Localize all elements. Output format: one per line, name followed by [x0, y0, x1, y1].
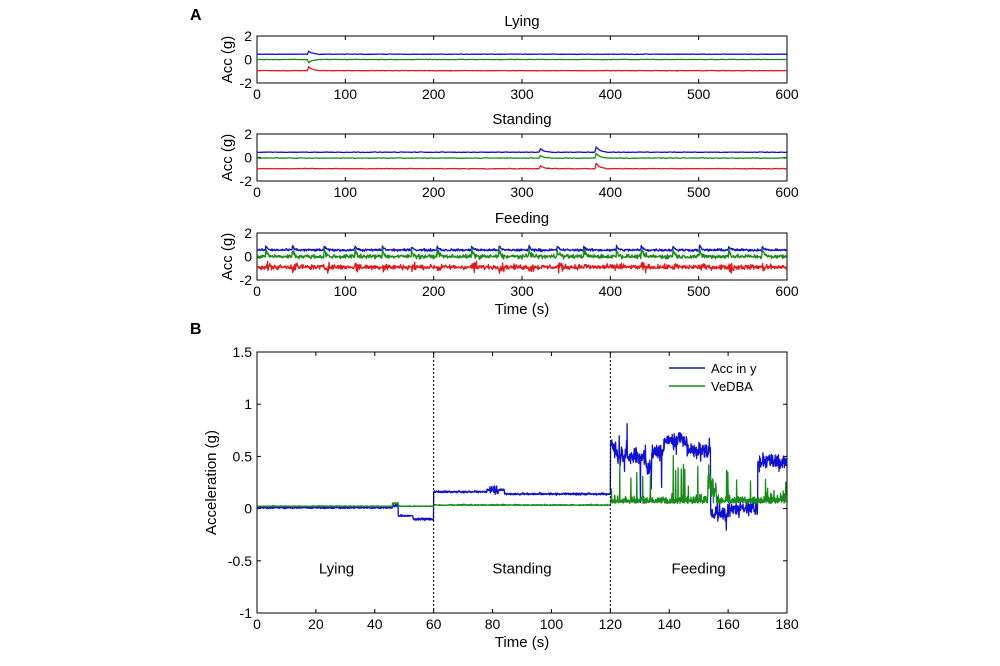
x-tick-label: 60	[426, 616, 442, 632]
chart-title: Lying	[504, 13, 539, 30]
x-tick-label: 200	[422, 86, 446, 102]
y-tick-label: 1.5	[233, 344, 253, 360]
legend-entry: Acc in y	[711, 361, 757, 376]
panel-label-a: A	[190, 7, 202, 24]
x-tick-label: 300	[510, 184, 534, 200]
x-tick-label: 0	[253, 283, 261, 299]
y-axis-label: Acceleration (g)	[203, 430, 220, 535]
x-tick-label: 500	[687, 86, 711, 102]
y-axis-label: Acc (g)	[219, 134, 236, 182]
panel-label-b: B	[190, 321, 202, 338]
series-group	[257, 423, 787, 531]
series-line-y	[257, 244, 787, 253]
y-tick-label: -2	[240, 272, 253, 288]
chart-title: Standing	[492, 111, 551, 128]
series-group	[257, 244, 787, 274]
series-line-z	[257, 152, 787, 160]
x-tick-label: 100	[540, 616, 564, 632]
x-tick-label: 180	[775, 616, 799, 632]
x-tick-label: 160	[716, 616, 740, 632]
x-axis-label: Time (s)	[495, 634, 549, 651]
x-tick-label: 400	[599, 86, 623, 102]
y-tick-label: 2	[244, 126, 252, 142]
y-tick-label: -2	[240, 173, 253, 189]
chart-title: Feeding	[495, 210, 549, 227]
y-tick-label: 0	[244, 501, 252, 517]
y-tick-label: 1	[244, 396, 252, 412]
x-tick-label: 500	[687, 283, 711, 299]
x-tick-label: 400	[599, 283, 623, 299]
x-tick-label: 120	[599, 616, 623, 632]
x-tick-label: 300	[510, 283, 534, 299]
y-tick-label: 0	[244, 249, 252, 265]
x-tick-label: 100	[334, 86, 358, 102]
y-tick-label: -0.5	[228, 553, 252, 569]
x-tick-label: 600	[775, 283, 799, 299]
x-axis-label: Time (s)	[495, 301, 549, 318]
series-line-z	[257, 58, 787, 64]
series-group	[257, 146, 787, 170]
y-tick-label: 0	[244, 52, 252, 68]
series-group	[257, 50, 787, 72]
x-tick-label: 0	[253, 184, 261, 200]
y-tick-label: 2	[244, 225, 252, 241]
x-tick-label: 600	[775, 184, 799, 200]
series-line-y	[257, 146, 787, 154]
series-line-x	[257, 260, 787, 274]
x-tick-label: 100	[334, 184, 358, 200]
x-tick-label: 0	[253, 616, 261, 632]
series-line-z	[257, 246, 787, 260]
x-tick-label: 300	[510, 86, 534, 102]
legend: Acc in y VeDBA	[669, 361, 757, 394]
y-tick-label: 0	[244, 150, 252, 166]
series-line-x	[257, 162, 787, 170]
x-tick-label: 140	[658, 616, 682, 632]
region-label: Lying	[319, 560, 354, 577]
y-tick-label: 2	[244, 28, 252, 44]
y-tick-label: 0.5	[233, 448, 253, 464]
x-tick-label: 100	[334, 283, 358, 299]
x-tick-label: 0	[253, 86, 261, 102]
x-tick-label: 200	[422, 184, 446, 200]
legend-entry: VeDBA	[711, 379, 753, 394]
x-tick-label: 400	[599, 184, 623, 200]
series-line-x	[257, 66, 787, 72]
x-tick-label: 80	[485, 616, 501, 632]
plot-frame	[256, 351, 788, 614]
series-line-y	[257, 50, 787, 56]
x-tick-label: 40	[367, 616, 383, 632]
y-axis-label: Acc (g)	[219, 233, 236, 281]
x-tick-label: 20	[308, 616, 324, 632]
x-tick-label: 600	[775, 86, 799, 102]
y-tick-label: -2	[240, 75, 253, 91]
y-axis-label: Acc (g)	[219, 36, 236, 84]
chart-acceleration-comparison: 0 20 40 60 80 100 120 140 160 180 1.5 1 0.5 0 -0.5 -1 Ti…	[203, 344, 799, 651]
y-tick-label: -1	[240, 605, 253, 621]
region-label: Feeding	[672, 560, 726, 577]
series-line-vedba	[257, 455, 787, 508]
x-tick-label: 500	[687, 184, 711, 200]
x-tick-label: 200	[422, 283, 446, 299]
region-label: Standing	[492, 560, 551, 577]
